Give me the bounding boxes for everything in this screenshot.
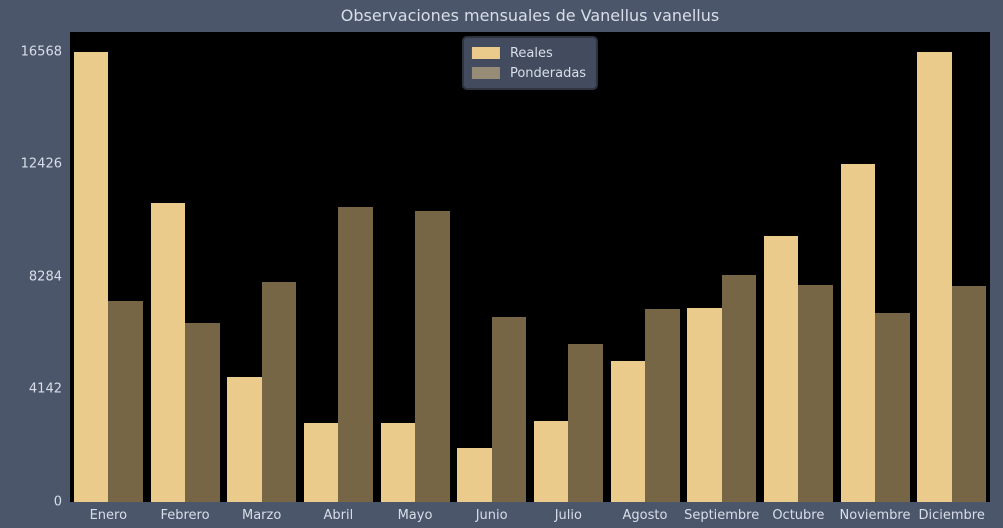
legend-label: Ponderadas xyxy=(510,66,586,81)
x-tick-label: Octubre xyxy=(772,508,824,523)
bar-ponderadas xyxy=(645,309,680,502)
y-tick-label: 4142 xyxy=(29,382,62,397)
bar-reales xyxy=(917,52,952,502)
bar-ponderadas xyxy=(952,286,987,502)
figure: Observaciones mensuales de Vanellus vane… xyxy=(0,0,1003,528)
legend-item: Reales xyxy=(472,43,586,63)
legend: Reales Ponderadas xyxy=(462,36,598,90)
y-tick-label: 8284 xyxy=(29,269,62,284)
bar-reales xyxy=(457,448,492,502)
x-tick-label: Diciembre xyxy=(918,508,984,523)
bar-reales xyxy=(227,377,262,502)
bar-ponderadas xyxy=(568,344,603,502)
legend-item: Ponderadas xyxy=(472,63,586,83)
bar-ponderadas xyxy=(262,282,297,502)
x-tick-label: Enero xyxy=(90,508,127,523)
bar-ponderadas xyxy=(108,301,143,502)
bar-reales xyxy=(764,236,799,502)
bar-ponderadas xyxy=(492,317,527,502)
bar-reales xyxy=(74,52,109,502)
legend-label: Reales xyxy=(510,46,553,61)
x-tick-label: Septiembre xyxy=(684,508,759,523)
x-tick-label: Febrero xyxy=(160,508,209,523)
x-tick-label: Julio xyxy=(555,508,582,523)
x-tick-label: Agosto xyxy=(623,508,668,523)
chart-title: Observaciones mensuales de Vanellus vane… xyxy=(341,6,719,25)
legend-swatch xyxy=(472,67,500,79)
x-tick-label: Abril xyxy=(323,508,353,523)
y-tick-label: 16568 xyxy=(21,44,62,59)
y-tick-label: 12426 xyxy=(21,157,62,172)
bar-reales xyxy=(381,423,416,502)
x-tick-label: Junio xyxy=(476,508,508,523)
bar-reales xyxy=(151,203,186,502)
bar-ponderadas xyxy=(338,207,373,502)
bar-reales xyxy=(687,308,722,502)
x-tick-label: Marzo xyxy=(242,508,281,523)
bar-reales xyxy=(841,164,876,502)
bar-reales xyxy=(534,421,569,503)
bar-reales xyxy=(304,423,339,502)
bar-ponderadas xyxy=(722,275,757,502)
bar-reales xyxy=(611,361,646,502)
bar-ponderadas xyxy=(875,313,910,502)
bar-ponderadas xyxy=(185,323,220,502)
x-tick-label: Mayo xyxy=(398,508,433,523)
plot-area: Reales Ponderadas xyxy=(70,32,990,502)
y-tick-label: 0 xyxy=(54,495,62,510)
bar-ponderadas xyxy=(415,211,450,502)
x-tick-label: Noviembre xyxy=(840,508,911,523)
legend-swatch xyxy=(472,47,500,59)
bar-ponderadas xyxy=(798,285,833,502)
